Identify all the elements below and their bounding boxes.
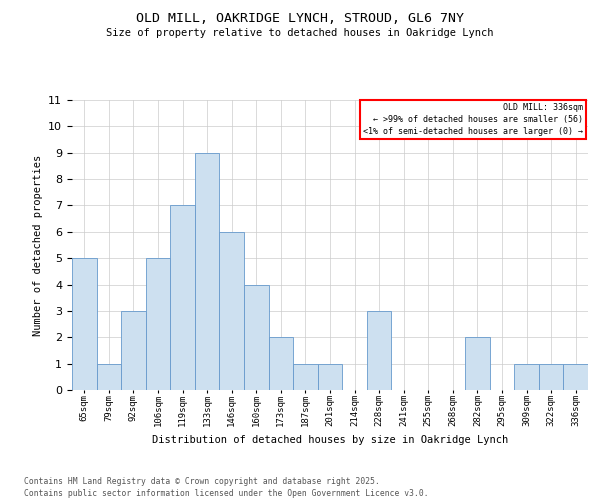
- Bar: [563, 364, 588, 390]
- Bar: [97, 364, 121, 390]
- Bar: [293, 364, 318, 390]
- Bar: [269, 338, 293, 390]
- Text: Size of property relative to detached houses in Oakridge Lynch: Size of property relative to detached ho…: [106, 28, 494, 38]
- Text: OLD MILL, OAKRIDGE LYNCH, STROUD, GL6 7NY: OLD MILL, OAKRIDGE LYNCH, STROUD, GL6 7N…: [136, 12, 464, 26]
- Y-axis label: Number of detached properties: Number of detached properties: [33, 154, 43, 336]
- Bar: [195, 152, 220, 390]
- Bar: [170, 206, 195, 390]
- Bar: [367, 311, 391, 390]
- Bar: [465, 338, 490, 390]
- Bar: [146, 258, 170, 390]
- Bar: [244, 284, 269, 390]
- Bar: [220, 232, 244, 390]
- Text: Contains HM Land Registry data © Crown copyright and database right 2025.
Contai: Contains HM Land Registry data © Crown c…: [24, 476, 428, 498]
- Bar: [121, 311, 146, 390]
- Bar: [318, 364, 342, 390]
- X-axis label: Distribution of detached houses by size in Oakridge Lynch: Distribution of detached houses by size …: [152, 434, 508, 445]
- Bar: [514, 364, 539, 390]
- Text: OLD MILL: 336sqm
← >99% of detached houses are smaller (56)
<1% of semi-detached: OLD MILL: 336sqm ← >99% of detached hous…: [363, 103, 583, 136]
- Bar: [72, 258, 97, 390]
- Bar: [539, 364, 563, 390]
